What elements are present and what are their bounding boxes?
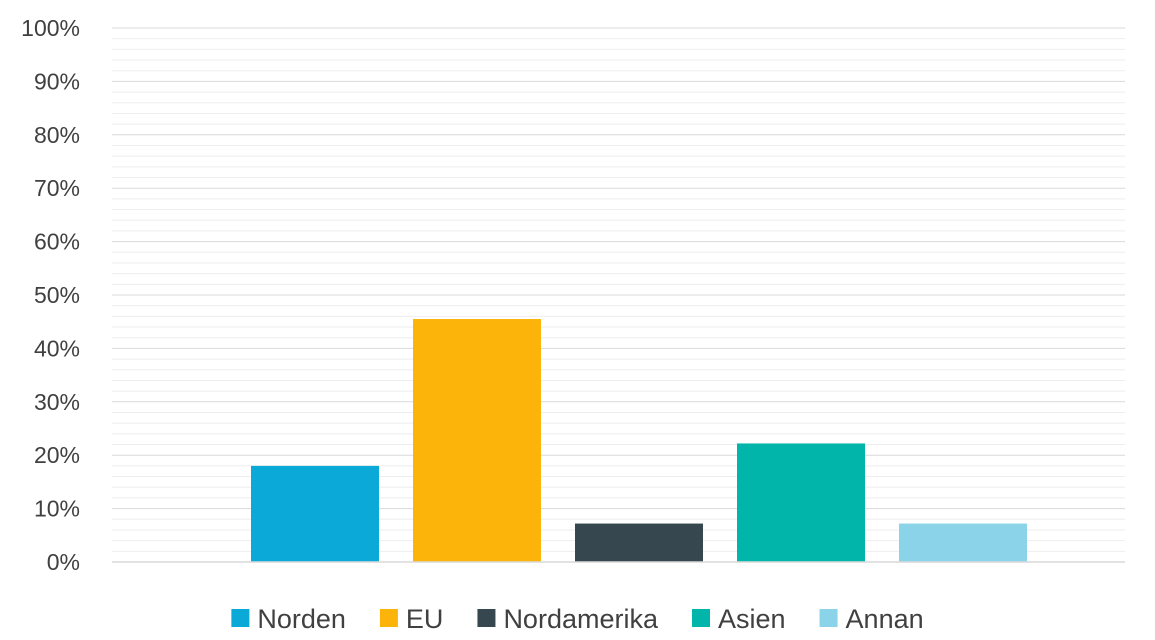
y-axis: 0% 10% 20% 30% 40% 50% 60% 70% 80% 90% 100% — [21, 15, 80, 575]
y-tick-label: 50% — [34, 282, 80, 308]
bar-annan — [899, 523, 1027, 562]
y-tick-label: 80% — [34, 122, 80, 148]
legend-swatch-eu — [379, 609, 398, 627]
y-tick-label: 40% — [34, 335, 80, 361]
legend-swatch-norden — [231, 609, 250, 627]
legend-swatch-nordamerika — [477, 609, 496, 627]
y-tick-label: 70% — [34, 175, 80, 201]
y-tick-label: 60% — [34, 229, 80, 255]
legend-label-eu: EU — [406, 604, 444, 634]
y-tick-label: 0% — [47, 549, 80, 575]
y-tick-label: 20% — [34, 442, 80, 468]
y-tick-label: 100% — [21, 15, 80, 41]
legend-label-asien: Asien — [718, 604, 786, 634]
y-tick-label: 30% — [34, 389, 80, 415]
bar-eu — [413, 319, 541, 562]
bar-nordamerika — [575, 523, 703, 562]
legend-label-norden: Norden — [257, 604, 346, 634]
legend-swatch-asien — [692, 609, 711, 627]
bars — [251, 319, 1027, 562]
bar-asien — [737, 443, 865, 562]
legend-label-nordamerika: Nordamerika — [503, 604, 659, 634]
y-tick-label: 10% — [34, 496, 80, 522]
legend: Norden EU Nordamerika Asien Annan — [231, 604, 924, 634]
legend-swatch-annan — [819, 609, 838, 627]
legend-label-annan: Annan — [846, 604, 924, 634]
bar-norden — [251, 465, 379, 562]
y-tick-label: 90% — [34, 68, 80, 94]
